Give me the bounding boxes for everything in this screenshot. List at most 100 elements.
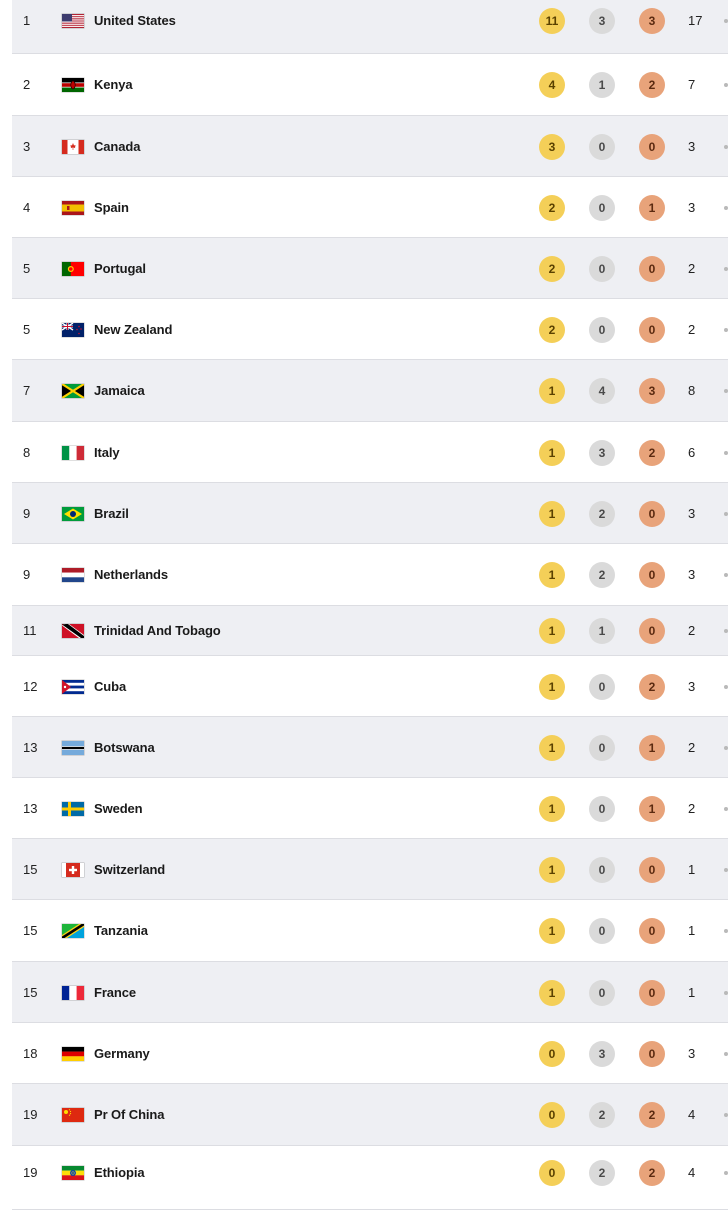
more-icon[interactable] xyxy=(724,684,728,689)
table-row[interactable]: 15 Tanzania 1 0 0 1 xyxy=(12,900,728,962)
country-name-netherlands: Netherlands xyxy=(94,567,169,582)
china-flag-icon xyxy=(62,1108,84,1122)
bronze-medal-count: 1 xyxy=(639,795,665,822)
table-row[interactable]: 2 Kenya 4 1 2 7 xyxy=(12,54,728,116)
silver-medal-count: 1 xyxy=(589,618,615,644)
rank-cell: 4 xyxy=(23,199,31,215)
table-row[interactable]: 8 Italy 1 3 2 6 xyxy=(12,422,728,483)
total-medals-cell: 1 xyxy=(688,923,696,938)
gold-medal-count: 0 xyxy=(539,1040,565,1067)
italy-flag-icon xyxy=(62,445,84,460)
total-medals-cell: 3 xyxy=(688,567,696,582)
rank-cell: 9 xyxy=(23,505,31,521)
silver-medal-count: 2 xyxy=(589,1160,615,1186)
country-name-portugal: Portugal xyxy=(94,260,146,276)
gold-medal-count: 2 xyxy=(539,194,565,221)
total-medals-cell: 17 xyxy=(688,13,703,28)
more-icon[interactable] xyxy=(724,266,728,271)
more-icon[interactable] xyxy=(724,511,728,516)
rank-cell: 2 xyxy=(23,77,31,92)
table-row[interactable]: 4 Spain 2 0 1 3 xyxy=(12,177,728,238)
country-name-new-zealand: New Zealand xyxy=(94,321,173,337)
total-medals-cell: 6 xyxy=(688,444,696,460)
bronze-medal-count: 1 xyxy=(639,194,665,221)
more-icon[interactable] xyxy=(724,573,728,577)
gold-medal-count: 1 xyxy=(539,734,565,761)
bronze-medal-count: 3 xyxy=(639,8,665,34)
total-medals-cell: 2 xyxy=(688,739,696,755)
table-row[interactable]: 15 Switzerland 1 0 0 1 xyxy=(12,839,728,900)
rank-cell: 15 xyxy=(23,861,38,877)
table-row[interactable]: 13 Sweden 1 0 1 2 xyxy=(12,778,728,839)
more-icon[interactable] xyxy=(724,450,728,455)
country-name-ethiopia: Ethiopia xyxy=(94,1165,145,1180)
table-row[interactable]: 19 Pr Of China 0 2 2 4 xyxy=(12,1084,728,1146)
table-row[interactable]: 9 Brazil 1 2 0 3 xyxy=(12,483,728,544)
silver-medal-count: 0 xyxy=(589,918,615,944)
total-medals-cell: 2 xyxy=(688,321,696,337)
silver-medal-count: 0 xyxy=(589,194,615,221)
country-name-jamaica: Jamaica xyxy=(94,383,145,398)
silver-medal-count: 3 xyxy=(589,1040,615,1067)
gold-medal-count: 1 xyxy=(539,795,565,822)
gold-medal-count: 2 xyxy=(539,316,565,343)
rank-cell: 15 xyxy=(23,923,38,938)
table-row[interactable]: 18 Germany 0 3 0 3 xyxy=(12,1023,728,1084)
silver-medal-count: 0 xyxy=(589,255,615,282)
gold-medal-count: 1 xyxy=(539,979,565,1006)
table-row[interactable]: 1 United States 11 3 3 17 xyxy=(12,0,728,54)
more-icon[interactable] xyxy=(724,1171,728,1175)
table-row[interactable]: 13 Botswana 1 0 1 2 xyxy=(12,717,728,778)
silver-medal-count: 0 xyxy=(589,856,615,883)
rank-cell: 13 xyxy=(23,739,38,755)
silver-medal-count: 0 xyxy=(589,133,615,160)
table-row[interactable]: 15 France 1 0 0 1 xyxy=(12,962,728,1023)
france-flag-icon xyxy=(62,985,84,1000)
portugal-flag-icon xyxy=(62,261,84,276)
bronze-medal-count: 2 xyxy=(639,1102,665,1128)
more-icon[interactable] xyxy=(724,629,728,633)
total-medals-cell: 3 xyxy=(688,678,696,694)
switzerland-flag-icon xyxy=(62,862,84,877)
table-row[interactable]: 12 Cuba 1 0 2 3 xyxy=(12,656,728,717)
gold-medal-count: 1 xyxy=(539,918,565,944)
total-medals-cell: 2 xyxy=(688,623,696,638)
more-icon[interactable] xyxy=(724,929,728,933)
more-icon[interactable] xyxy=(724,144,728,149)
table-row[interactable]: 9 Netherlands 1 2 0 3 xyxy=(12,544,728,606)
silver-medal-count: 0 xyxy=(589,795,615,822)
rank-cell: 19 xyxy=(23,1165,38,1180)
table-row[interactable]: 19 Ethiopia 0 2 2 4 xyxy=(12,1146,728,1210)
more-icon[interactable] xyxy=(724,19,728,23)
more-icon[interactable] xyxy=(724,745,728,750)
more-icon[interactable] xyxy=(724,83,728,87)
total-medals-cell: 3 xyxy=(688,1045,696,1061)
more-icon[interactable] xyxy=(724,1113,728,1117)
total-medals-cell: 1 xyxy=(688,861,696,877)
more-icon[interactable] xyxy=(724,205,728,210)
table-row[interactable]: 5 New Zealand 2 0 0 2 xyxy=(12,299,728,360)
table-row[interactable]: 11 Trinidad And Tobago 1 1 0 2 xyxy=(12,606,728,656)
total-medals-cell: 3 xyxy=(688,138,696,154)
more-icon[interactable] xyxy=(724,990,728,995)
country-name-cuba: Cuba xyxy=(94,678,127,694)
more-icon[interactable] xyxy=(724,327,728,332)
table-row[interactable]: 7 Jamaica 1 4 3 8 xyxy=(12,360,728,422)
more-icon[interactable] xyxy=(724,806,728,811)
more-icon[interactable] xyxy=(724,867,728,872)
silver-medal-count: 3 xyxy=(589,439,615,466)
silver-medal-count: 2 xyxy=(589,500,615,527)
more-icon[interactable] xyxy=(724,1051,728,1056)
country-name-kenya: Kenya xyxy=(94,77,133,92)
gold-medal-count: 2 xyxy=(539,255,565,282)
country-name-tanzania: Tanzania xyxy=(94,923,148,938)
table-row[interactable]: 3 Canada 3 0 0 3 xyxy=(12,116,728,177)
gold-medal-count: 1 xyxy=(539,500,565,527)
cuba-flag-icon xyxy=(62,679,84,694)
ethiopia-flag-icon xyxy=(62,1166,84,1180)
gold-medal-count: 11 xyxy=(539,8,565,34)
more-icon[interactable] xyxy=(724,389,728,393)
table-row[interactable]: 5 Portugal 2 0 0 2 xyxy=(12,238,728,299)
bronze-medal-count: 0 xyxy=(639,918,665,944)
country-name-germany: Germany xyxy=(94,1045,150,1061)
